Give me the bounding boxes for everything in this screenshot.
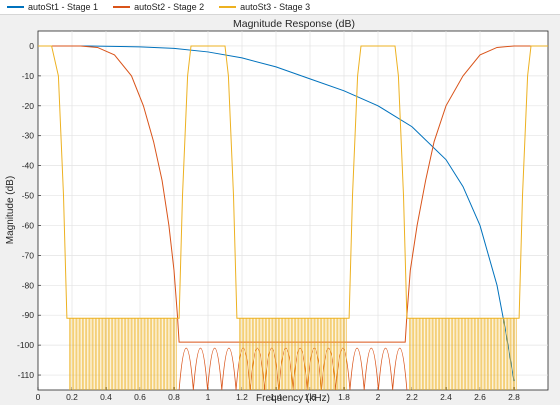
x-axis-label: Frequency (kHz) — [256, 393, 330, 404]
y-axis: 0 -10 -20 -30 -40 -50 -60 -70 -80 -90 -100 -110 — [17, 41, 41, 380]
x-tick-label: 1.8 — [338, 392, 350, 402]
x-tick-label: 2.2 — [406, 392, 418, 402]
legend-item-stage2[interactable]: autoSt2 - Stage 2 — [113, 2, 204, 12]
y-tick-label: -50 — [22, 191, 35, 201]
legend-swatch-stage3 — [219, 6, 237, 8]
y-tick-label: -70 — [22, 250, 35, 260]
x-tick-label: 2.6 — [474, 392, 486, 402]
y-tick-label: -80 — [22, 280, 35, 290]
x-tick-label: 1.4 — [270, 392, 282, 402]
series-line-autost1-stage-1 — [38, 45, 515, 382]
x-tick-label: 2.8 — [508, 392, 520, 402]
x-axis: 0 0.2 0.4 0.6 0.8 1 1.2 1.4 1.6 1.8 2 2.2 2.4 2.6 2.8 — [36, 387, 520, 402]
stopband-ripple-autost3-stage-3 — [69, 318, 517, 390]
series-autost1-stage-1 — [38, 45, 515, 382]
legend: autoSt1 - Stage 1 autoSt2 - Stage 2 auto… — [0, 0, 560, 15]
legend-item-stage3[interactable]: autoSt3 - Stage 3 — [219, 2, 310, 12]
y-tick-label: -110 — [18, 370, 35, 380]
y-tick-label: -10 — [22, 71, 35, 81]
x-tick-label: 2 — [376, 392, 381, 402]
x-tick-label: 0.8 — [168, 392, 180, 402]
series-group — [38, 45, 548, 390]
legend-label-stage1: autoSt1 - Stage 1 — [28, 2, 99, 12]
x-tick-label: 1 — [206, 392, 211, 402]
y-tick-label: -40 — [22, 161, 35, 171]
legend-item-stage1[interactable]: autoSt1 - Stage 1 — [7, 2, 98, 12]
y-tick-label: -20 — [22, 101, 35, 111]
legend-swatch-stage1 — [7, 6, 24, 8]
y-tick-label: -30 — [22, 131, 35, 141]
x-tick-label: 1.6 — [304, 392, 316, 402]
magnitude-response-chart: Magnitude Response (dB) 0 0.2 0.4 0.6 0.8 1 1.… — [5, 18, 549, 404]
series-autost3-stage-3 — [38, 45, 548, 390]
x-tick-label: 0.4 — [100, 392, 112, 402]
y-tick-label: -60 — [22, 220, 35, 230]
x-tick-label: 0.2 — [66, 392, 78, 402]
x-tick-label: 2.4 — [440, 392, 452, 402]
y-tick-label: -90 — [22, 310, 35, 320]
legend-swatch-stage2 — [113, 6, 131, 8]
y-axis-label: Magnitude (dB) — [5, 176, 16, 244]
x-tick-label: 0 — [36, 392, 41, 402]
chart-title: Magnitude Response (dB) — [233, 18, 355, 30]
legend-label-stage2: autoSt2 - Stage 2 — [134, 2, 205, 12]
y-tick-label: -100 — [17, 340, 34, 350]
legend-label-stage3: autoSt3 - Stage 3 — [240, 2, 311, 12]
x-tick-label: 1.2 — [236, 392, 248, 402]
x-tick-label: 0.6 — [134, 392, 146, 402]
y-tick-label: 0 — [29, 41, 34, 51]
